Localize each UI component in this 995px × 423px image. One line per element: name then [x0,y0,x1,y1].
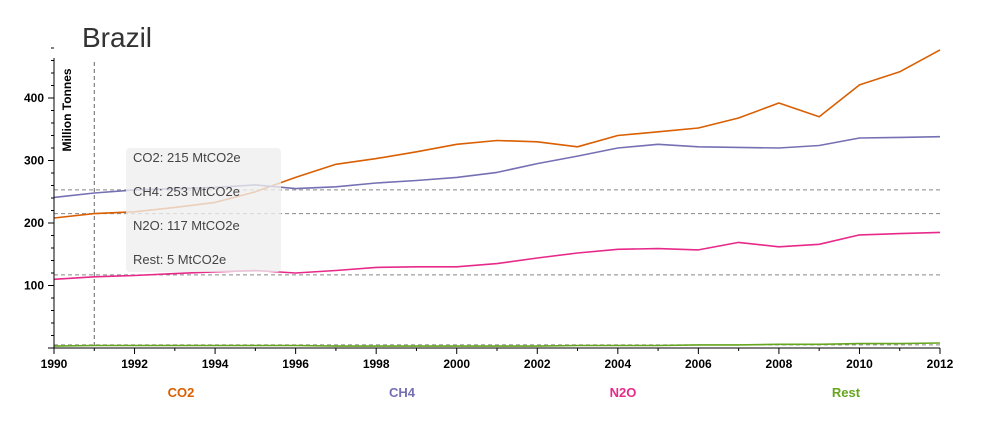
x-tick-label: 1996 [282,357,309,371]
legend-item-n2o[interactable]: N2O [610,385,637,400]
y-tick-label: 400 [24,91,44,105]
tooltip: CO2: 215 MtCO2e CH4: 253 MtCO2e N2O: 117 M… [126,148,281,272]
x-tick-label: 2008 [766,357,793,371]
x-tick-label: 2000 [443,357,470,371]
legend[interactable]: CO2 CH4 N2O Rest [168,385,861,400]
x-tick-label: 1992 [121,357,148,371]
x-tick-label: 2002 [524,357,551,371]
x-tick-label: 1998 [363,357,390,371]
x-tick-label: 2004 [604,357,631,371]
axis-layer: 100 200 300 400 1990 1992 1994 1996 1998 2000 2002… [24,47,954,371]
x-tick-label: 1994 [202,357,229,371]
y-tick-label: 100 [24,279,44,293]
x-tick-label: 2012 [927,357,954,371]
x-tick-label: 1990 [41,357,68,371]
series-line-rest[interactable] [53,342,941,347]
legend-item-rest[interactable]: Rest [832,385,861,400]
series-line-n2o[interactable] [53,231,941,281]
y-tick-label: 200 [24,216,44,230]
tooltip-line: Rest: 5 MtCO2e [133,252,226,267]
y-axis-label: Million Tonnes [60,68,74,151]
x-tick-label: 2010 [846,357,873,371]
tooltip-box [126,148,281,272]
tooltip-line: N2O: 117 MtCO2e [133,218,240,233]
legend-item-co2[interactable]: CO2 [168,385,195,400]
chart-title: Brazil [82,22,153,53]
x-tick-label: 2006 [685,357,712,371]
y-tick-label: 300 [24,154,44,168]
legend-item-ch4[interactable]: CH4 [389,385,416,400]
tooltip-line: CH4: 253 MtCO2e [133,184,240,199]
tooltip-line: CO2: 215 MtCO2e [133,150,241,165]
